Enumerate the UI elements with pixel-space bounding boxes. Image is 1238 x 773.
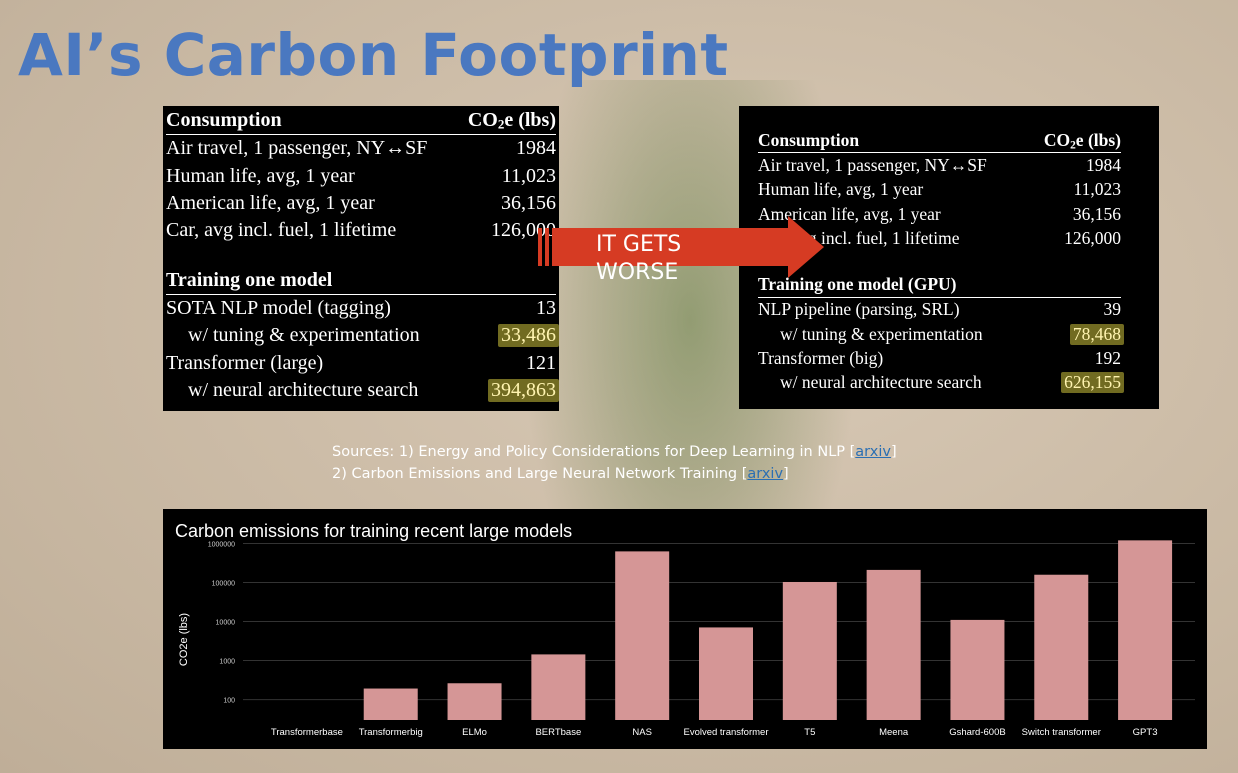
highlighted-value: 78,468 bbox=[1069, 323, 1124, 345]
table-row: Air travel, 1 passenger, NY↔SF 1984 bbox=[166, 135, 556, 162]
row-label: American life, avg, 1 year bbox=[758, 203, 941, 224]
bar bbox=[615, 551, 670, 720]
bar bbox=[447, 683, 502, 720]
row-value: 1984 bbox=[1086, 154, 1121, 175]
table-row: Transformer (large) 121 bbox=[166, 349, 556, 376]
x-tick-label: GPT3 bbox=[1133, 727, 1158, 738]
x-tick-label: Evolved transformer bbox=[683, 727, 768, 738]
chart-plot: 100 1000 10000 100000 1000000 CO2e (lbs) Trans… bbox=[178, 540, 1195, 738]
row-label: SOTA NLP model (tagging) bbox=[166, 296, 391, 319]
source-line-1: Sources: 1) Energy and Policy Considerat… bbox=[332, 444, 897, 460]
bar bbox=[363, 688, 418, 720]
y-axis-label: CO2e (lbs) bbox=[178, 613, 190, 666]
training-rows: SOTA NLP model (tagging) 13 w/ tuning & ex… bbox=[166, 295, 559, 404]
y-tick-label: 1000000 bbox=[208, 541, 235, 548]
row-label: Transformer (big) bbox=[758, 348, 884, 369]
table-row: w/ tuning & experimentation 78,468 bbox=[758, 322, 1124, 346]
row-value: 39 bbox=[1103, 299, 1122, 320]
table-row: American life, avg, 1 year 36,156 bbox=[166, 190, 556, 217]
bar bbox=[1118, 540, 1173, 720]
row-label: Air travel, 1 passenger, NY↔SF bbox=[166, 137, 428, 160]
emissions-bar-chart: Carbon emissions for training recent lar… bbox=[163, 509, 1207, 749]
page-title: AI’s Carbon Footprint bbox=[18, 21, 729, 89]
row-label: American life, avg, 1 year bbox=[166, 192, 375, 215]
row-value: 36,156 bbox=[1072, 203, 1121, 224]
row-value: 11,023 bbox=[501, 164, 556, 187]
bar bbox=[531, 654, 586, 720]
highlighted-value: 33,486 bbox=[498, 324, 559, 348]
row-label: Air travel, 1 passenger, NY↔SF bbox=[758, 154, 987, 175]
bar bbox=[699, 627, 753, 720]
table-row: Transformer (big) 192 bbox=[758, 346, 1121, 370]
source-line-2: 2) Carbon Emissions and Large Neural Net… bbox=[332, 466, 789, 482]
bar bbox=[782, 581, 837, 720]
training-header-row: Training one model bbox=[166, 266, 556, 295]
consumption-header: Consumption bbox=[758, 129, 860, 150]
row-label: Car, avg incl. fuel, 1 lifetime bbox=[166, 219, 397, 242]
consumption-header: Consumption bbox=[166, 109, 282, 132]
table-row: w/ neural architecture search 626,155 bbox=[758, 371, 1124, 395]
table-row: w/ tuning & experimentation 33,486 bbox=[166, 322, 559, 349]
consumption-rows: Air travel, 1 passenger, NY↔SF 1984 Human … bbox=[166, 135, 556, 244]
row-value: 121 bbox=[526, 351, 556, 374]
row-label: w/ tuning & experimentation bbox=[780, 323, 983, 344]
table-row: SOTA NLP model (tagging) 13 bbox=[166, 295, 556, 322]
x-tick-label: Meena bbox=[879, 727, 909, 738]
chart-title: Carbon emissions for training recent lar… bbox=[175, 521, 573, 541]
x-tick-label: Transformerbig bbox=[359, 727, 423, 738]
row-value: 126,000 bbox=[1064, 227, 1121, 248]
table-row: Air travel, 1 passenger, NY↔SF 1984 bbox=[758, 153, 1121, 177]
table-row: Human life, avg, 1 year 11,023 bbox=[758, 178, 1121, 202]
y-tick-label: 10000 bbox=[216, 620, 236, 627]
row-label: w/ neural architecture search bbox=[188, 378, 419, 401]
x-tick-label: T5 bbox=[804, 727, 815, 738]
x-tick-label: Switch transformer bbox=[1022, 727, 1101, 738]
co2-header: CO2e (lbs) bbox=[467, 108, 556, 132]
x-tick-label: BERTbase bbox=[535, 727, 581, 738]
table-row: Car, avg incl. fuel, 1 lifetime 126,000 bbox=[166, 217, 556, 244]
training-header: Training one model bbox=[166, 268, 333, 291]
table-header-row: Consumption CO2e (lbs) bbox=[166, 107, 556, 136]
table-row: American life, avg, 1 year 36,156 bbox=[758, 202, 1121, 226]
bar bbox=[866, 569, 921, 720]
table-row: NLP pipeline (parsing, SRL) 39 bbox=[758, 298, 1121, 322]
y-tick-label: 1000 bbox=[219, 659, 235, 666]
sources-block: Sources: 1) Energy and Policy Considerat… bbox=[332, 441, 897, 485]
row-label: NLP pipeline (parsing, SRL) bbox=[758, 299, 960, 320]
row-label: w/ neural architecture search bbox=[780, 372, 982, 393]
x-tick-label: NAS bbox=[632, 727, 652, 738]
emissions-table-original: Consumption CO2e (lbs) Air travel, 1 pas… bbox=[163, 106, 559, 411]
training-rows: NLP pipeline (parsing, SRL) 39 w/ tuning &… bbox=[758, 298, 1124, 395]
row-label: Human life, avg, 1 year bbox=[758, 179, 924, 200]
row-value: 36,156 bbox=[501, 192, 556, 215]
y-tick-label: 100 bbox=[223, 698, 235, 705]
table-row: Human life, avg, 1 year 11,023 bbox=[166, 163, 556, 190]
arrow-label: IT GETS WORSE bbox=[596, 232, 682, 285]
bar bbox=[950, 619, 1005, 720]
row-label: w/ tuning & experimentation bbox=[188, 324, 420, 347]
co2-header: CO2e (lbs) bbox=[1043, 129, 1121, 151]
x-tick-label: ELMo bbox=[462, 727, 487, 738]
arxiv-link-2[interactable]: arxiv bbox=[747, 466, 784, 482]
row-label: Human life, avg, 1 year bbox=[166, 164, 355, 187]
x-tick-label: Transformerbase bbox=[271, 727, 343, 738]
training-header-row: Training one model (GPU) bbox=[758, 272, 1121, 298]
row-label: Transformer (large) bbox=[166, 351, 324, 374]
highlighted-value: 626,155 bbox=[1061, 372, 1124, 394]
table-header-row: Consumption CO2e (lbs) bbox=[758, 128, 1121, 154]
highlighted-value: 394,863 bbox=[488, 378, 559, 402]
x-tick-label: Gshard-600B bbox=[949, 727, 1006, 738]
arrow-right-icon bbox=[538, 216, 824, 278]
row-value: 11,023 bbox=[1073, 179, 1121, 200]
training-header: Training one model (GPU) bbox=[758, 274, 957, 295]
row-value: 1984 bbox=[516, 137, 556, 160]
arxiv-link-1[interactable]: arxiv bbox=[855, 444, 891, 460]
row-value: 192 bbox=[1094, 348, 1121, 369]
table-row: w/ neural architecture search 394,863 bbox=[166, 377, 559, 404]
y-tick-label: 100000 bbox=[212, 580, 235, 587]
bar bbox=[1034, 574, 1089, 720]
row-value: 13 bbox=[536, 296, 556, 319]
